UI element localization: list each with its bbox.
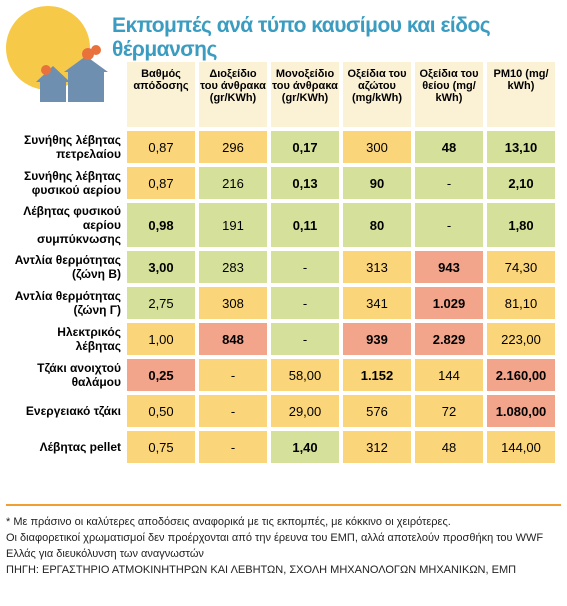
table: Βαθμός απόδοσης Διοξείδιο του άνθρακα (gr… — [4, 58, 559, 467]
cell: 1,80 — [487, 203, 555, 247]
row: Αντλία θερμότητας (ζώνη Γ) 2,75 308-341 1.0… — [8, 287, 555, 319]
row-label: Λέβητας φυσικού αερίου συμπύκνωσης — [23, 204, 121, 246]
row: Λέβητας φυσικού αερίου συμπύκνωσης 0,98 19… — [8, 203, 555, 247]
cell: 0,87 — [127, 167, 195, 199]
cell: 308 — [199, 287, 267, 319]
cell: - — [271, 287, 339, 319]
cell: 0,13 — [271, 167, 339, 199]
note: Οι διαφορετικοί χρωματισμοί δεν προέρχον… — [6, 532, 544, 560]
cell: 313 — [343, 251, 411, 283]
cell: 0,17 — [271, 131, 339, 163]
cell: 300 — [343, 131, 411, 163]
row-label: Τζάκι ανοιχτού θαλάμου — [37, 361, 121, 389]
column-header: Διοξείδιο του άνθρακα (gr/KWh) — [199, 62, 267, 127]
cell: - — [271, 251, 339, 283]
cell: 48 — [415, 131, 483, 163]
note: ΠΗΓΗ: ΕΡΓΑΣΤΗΡΙΟ ΑΤΜΟΚΙΝΗΤΗΡΩΝ ΚΑΙ ΛΕΒΗΤ… — [6, 564, 517, 576]
column-header: PM10 (mg/ kWh) — [487, 62, 555, 127]
cell: 0,87 — [127, 131, 195, 163]
row: Συνήθης λέβητας πετρελαίου 0,87 296 0,17 300… — [8, 131, 555, 163]
cell: 1,00 — [127, 323, 195, 355]
cell: 74,30 — [487, 251, 555, 283]
title: Εκπομπές ανά τύπο καυσίμου και είδος θέρ… — [112, 14, 491, 61]
rule — [6, 504, 561, 506]
cell: 216 — [199, 167, 267, 199]
cell: - — [199, 431, 267, 463]
cell: - — [199, 395, 267, 427]
column-header: Μονοξείδιο του άνθρακα (gr/KWh) — [271, 62, 339, 127]
cell: 2.160,00 — [487, 359, 555, 391]
cell: - — [271, 323, 339, 355]
cell: - — [415, 167, 483, 199]
cell: 144,00 — [487, 431, 555, 463]
cell: 0,75 — [127, 431, 195, 463]
row-label: Αντλία θερμότητας (ζώνη Γ) — [14, 289, 121, 317]
cell: 1.029 — [415, 287, 483, 319]
illustration — [6, 6, 108, 102]
corner — [8, 62, 123, 127]
cell: 223,00 — [487, 323, 555, 355]
cell: 1,40 — [271, 431, 339, 463]
row: Αντλία θερμότητας (ζώνη Β) 3,00 283-313 943… — [8, 251, 555, 283]
row-label: Συνήθης λέβητας φυσικού αερίου — [24, 169, 121, 197]
cell: 2,75 — [127, 287, 195, 319]
cell: 1.152 — [343, 359, 411, 391]
cell: 81,10 — [487, 287, 555, 319]
row-label: Ενεργειακό τζάκι — [25, 404, 121, 418]
cell: 191 — [199, 203, 267, 247]
cell: 2,10 — [487, 167, 555, 199]
cell: 576 — [343, 395, 411, 427]
cell: 13,10 — [487, 131, 555, 163]
notes: * Με πράσινο οι καλύτερες αποδόσεις αναφ… — [6, 514, 562, 578]
cell: 0,11 — [271, 203, 339, 247]
row: Συνήθης λέβητας φυσικού αερίου 0,87 216 0,1… — [8, 167, 555, 199]
cell: 312 — [343, 431, 411, 463]
cell: 29,00 — [271, 395, 339, 427]
cell: 3,00 — [127, 251, 195, 283]
row: Ηλεκτρικός λέβητας 1,00 848-939 2.829 223,00 — [8, 323, 555, 355]
cell: 943 — [415, 251, 483, 283]
cell: 80 — [343, 203, 411, 247]
row: Ενεργειακό τζάκι 0,50-29,00 576 72 1.080,00 — [8, 395, 555, 427]
cell: 848 — [199, 323, 267, 355]
row-label: Ηλεκτρικός λέβητας — [57, 325, 121, 353]
row-label: Λέβητας pellet — [39, 440, 121, 454]
cell: 90 — [343, 167, 411, 199]
row: Τζάκι ανοιχτού θαλάμου 0,25-58,00 1.152 144… — [8, 359, 555, 391]
note: * Με πράσινο οι καλύτερες αποδόσεις αναφ… — [6, 516, 451, 528]
cell: 58,00 — [271, 359, 339, 391]
cell: 283 — [199, 251, 267, 283]
cell: 296 — [199, 131, 267, 163]
column-header: Οξείδια του αζώτου (mg/kWh) — [343, 62, 411, 127]
column-header: Οξείδια του θείου (mg/ kWh) — [415, 62, 483, 127]
cell: - — [415, 203, 483, 247]
cell: 0,25 — [127, 359, 195, 391]
cell: 144 — [415, 359, 483, 391]
cell: 341 — [343, 287, 411, 319]
row: Λέβητας pellet 0,75-1,40 312 48 144,00 — [8, 431, 555, 463]
cell: 2.829 — [415, 323, 483, 355]
row-label: Αντλία θερμότητας (ζώνη Β) — [14, 253, 121, 281]
cell: 72 — [415, 395, 483, 427]
cell: - — [199, 359, 267, 391]
cell: 0,98 — [127, 203, 195, 247]
column-header: Βαθμός απόδοσης — [127, 62, 195, 127]
cell: 48 — [415, 431, 483, 463]
header-row: Βαθμός απόδοσης Διοξείδιο του άνθρακα (gr… — [8, 62, 555, 127]
cell: 939 — [343, 323, 411, 355]
cell: 1.080,00 — [487, 395, 555, 427]
row-label: Συνήθης λέβητας πετρελαίου — [24, 133, 121, 161]
cell: 0,50 — [127, 395, 195, 427]
